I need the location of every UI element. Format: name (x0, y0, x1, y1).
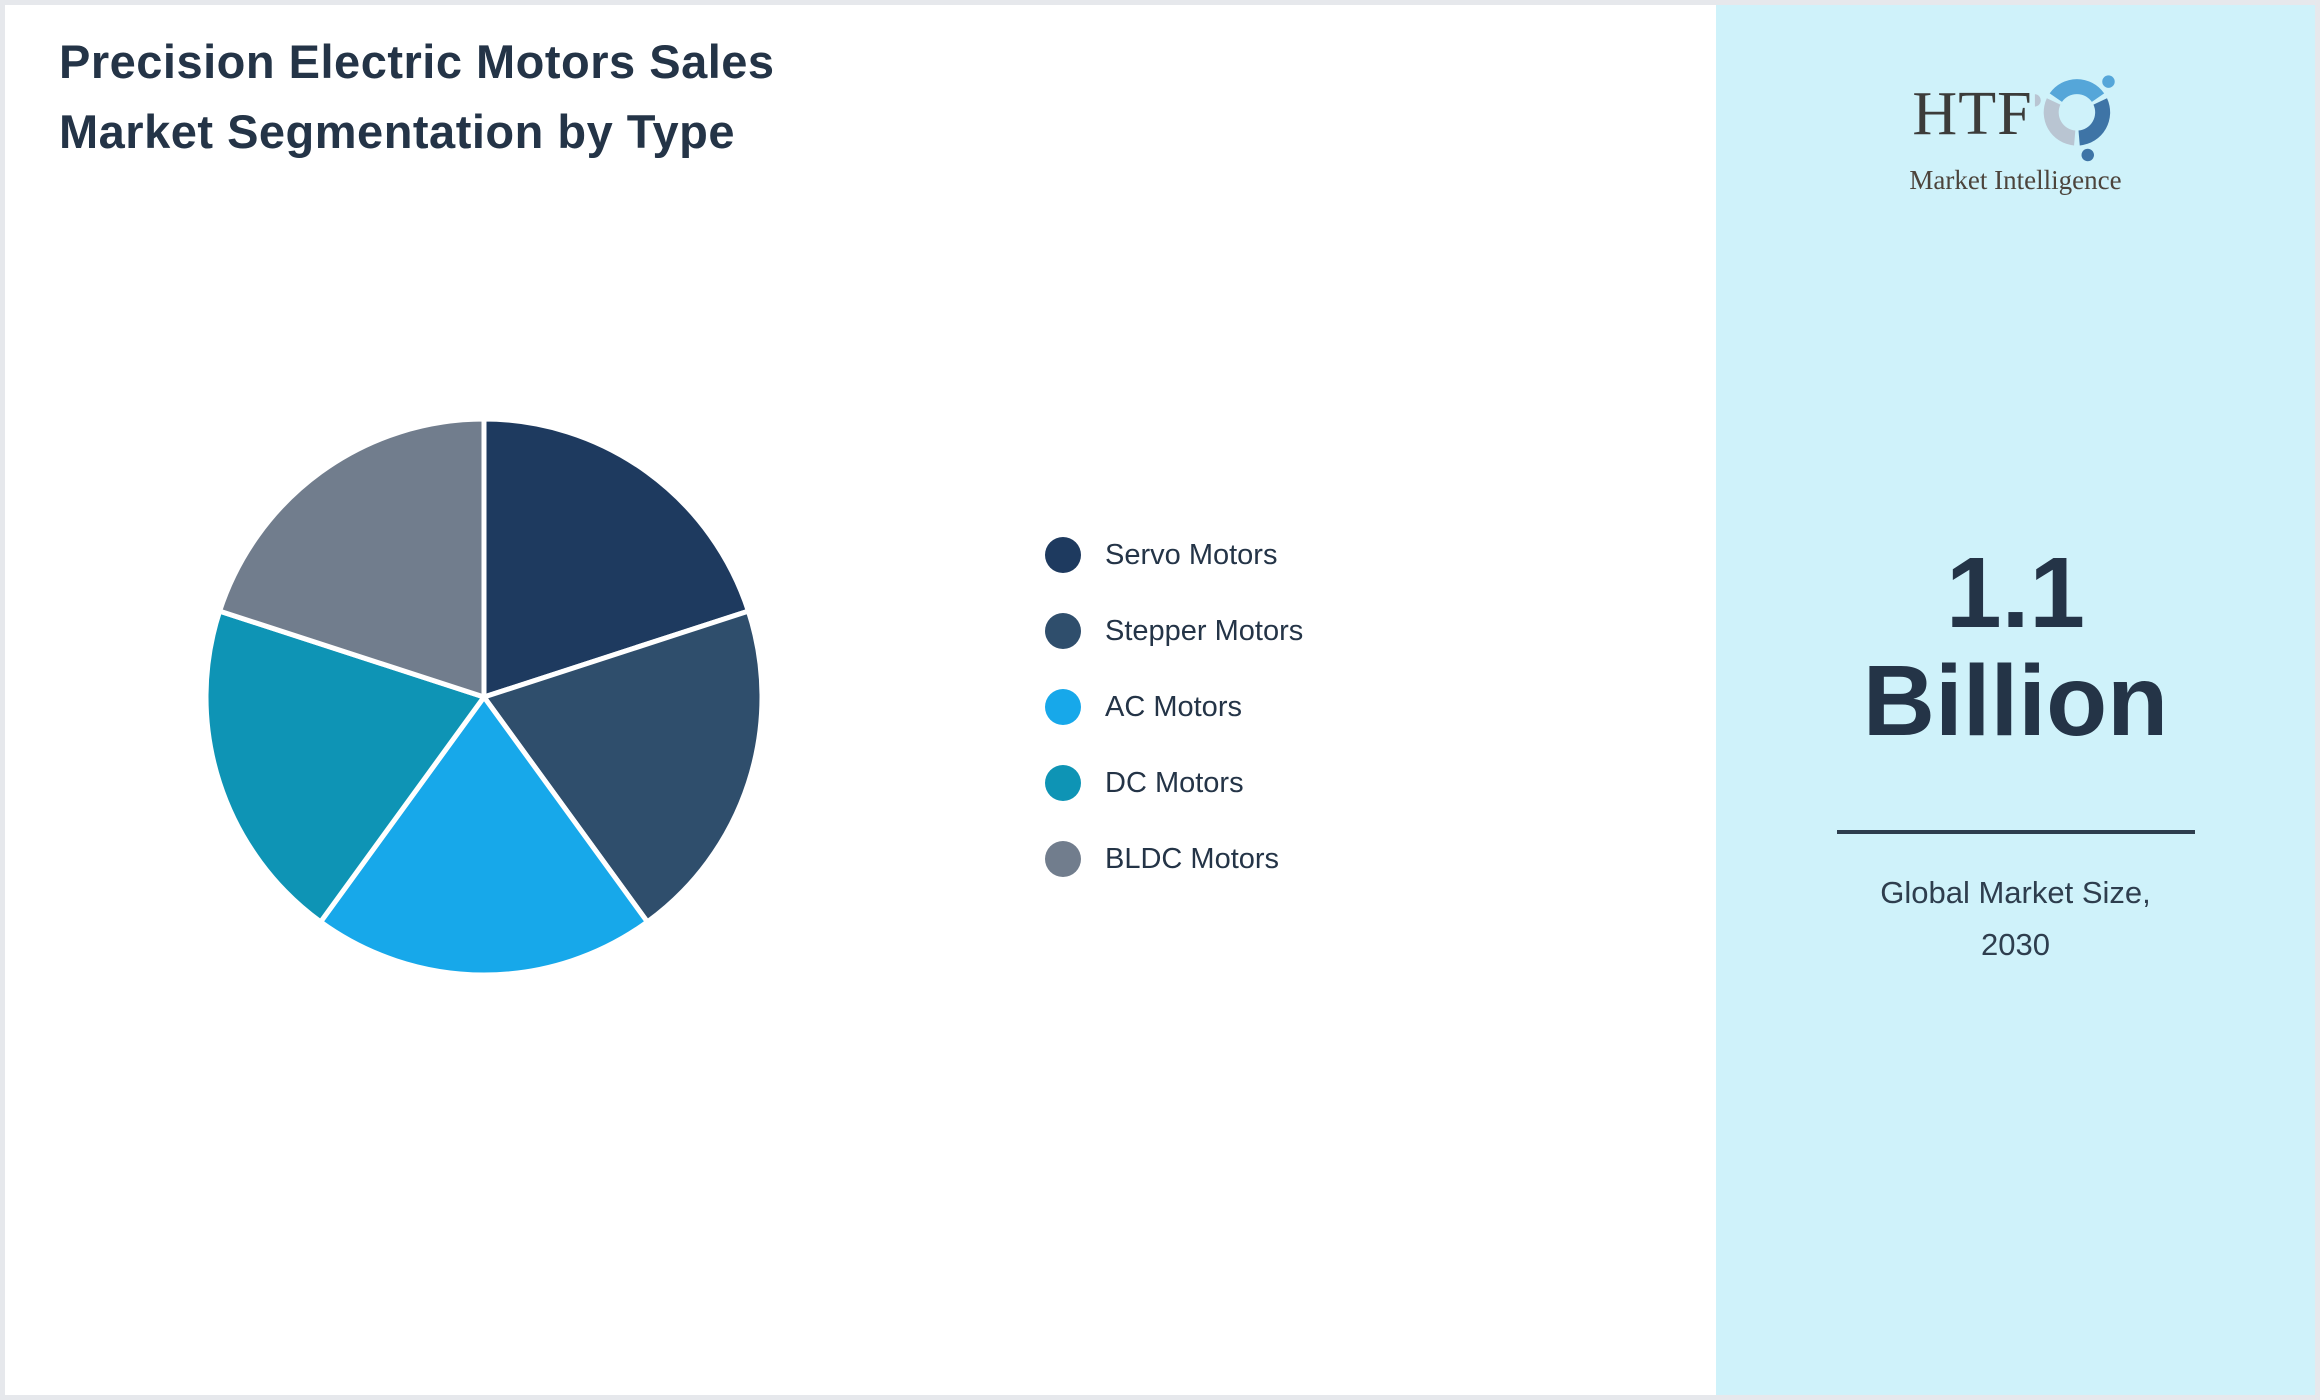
sidebar: HTF Market Intelligence 1.1 Billion (1716, 5, 2315, 1395)
legend-item-ac-motors: AC Motors (1045, 687, 1303, 727)
legend-label: AC Motors (1105, 690, 1242, 723)
legend-label: Stepper Motors (1105, 614, 1304, 647)
pie-slice-bldc-motors (217, 416, 487, 700)
htf-logo-row: HTF (1909, 65, 2121, 163)
legend-label: DC Motors (1105, 766, 1244, 799)
market-size-value-number: 1.1 (1945, 537, 2085, 649)
swirl-figure-right-icon (2066, 93, 2119, 163)
chart-area: Precision Electric Motors Sales Market S… (5, 5, 1716, 1395)
legend-item-stepper-motors: Stepper Motors (1045, 611, 1303, 651)
legend-swatch-icon (1045, 537, 1081, 573)
market-size-label-line1: Global Market Size, (1880, 875, 2151, 910)
chart-title-line2: Market Segmentation by Type (59, 105, 735, 158)
htf-logo-subtext: Market Intelligence (1909, 165, 2122, 195)
legend-item-bldc-motors: BLDC Motors (1045, 839, 1303, 879)
pie-slice-stepper-motors (481, 608, 765, 925)
htf-logo: HTF Market Intelligence (1909, 65, 2122, 196)
market-size-value-unit: Billion (1862, 645, 2169, 757)
legend-item-servo-motors: Servo Motors (1045, 535, 1303, 575)
legend-item-dc-motors: DC Motors (1045, 763, 1303, 803)
htf-logo-text: HTF (1912, 80, 2033, 148)
divider (1836, 830, 2195, 834)
market-size-value: 1.1 Billion (1716, 539, 2315, 755)
legend-swatch-icon (1045, 841, 1081, 877)
legend-swatch-icon (1045, 613, 1081, 649)
market-size-label-line2: 2030 (1981, 927, 2050, 962)
swirl-figure-top-icon (2049, 75, 2115, 102)
pie-chart (184, 397, 784, 997)
pie-slice-servo-motors (481, 416, 751, 700)
legend-swatch-icon (1045, 689, 1081, 725)
market-size-label: Global Market Size, 2030 (1716, 867, 2315, 971)
legend-label: BLDC Motors (1105, 842, 1280, 875)
legend-swatch-icon (1045, 765, 1081, 801)
pie-chart-svg (203, 416, 765, 978)
pie-slice-ac-motors (318, 694, 650, 978)
pie-slice-dc-motors (203, 608, 487, 925)
chart-title-line1: Precision Electric Motors Sales (59, 35, 775, 88)
chart-title: Precision Electric Motors Sales Market S… (59, 27, 775, 167)
legend: Servo Motors Stepper Motors AC Motors DC Mo… (1045, 535, 1303, 915)
legend-label: Servo Motors (1105, 538, 1278, 571)
htf-logo-swirl-icon (2034, 75, 2119, 163)
